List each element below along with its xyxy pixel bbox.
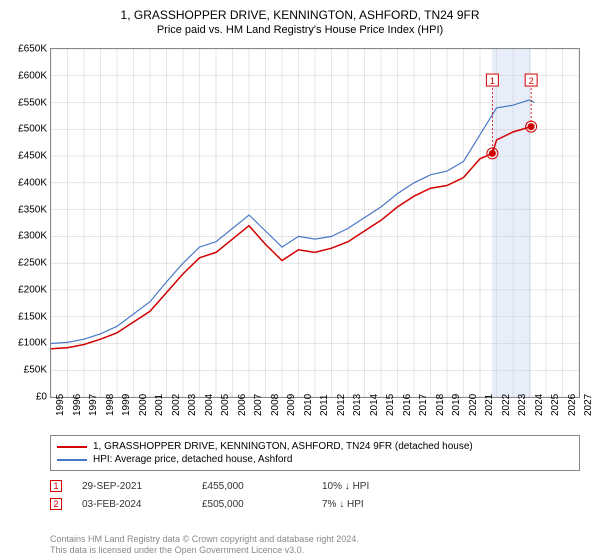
y-axis-label: £400K (3, 177, 47, 188)
svg-text:1: 1 (490, 76, 495, 86)
legend-swatch-1 (57, 446, 87, 448)
x-axis-label: 2014 (369, 394, 380, 416)
x-axis-label: 1995 (55, 394, 66, 416)
x-axis-label: 2006 (237, 394, 248, 416)
svg-text:2: 2 (529, 76, 534, 86)
x-axis-label: 1996 (72, 394, 83, 416)
plot: 12 £0£50K£100K£150K£200K£250K£300K£350K£… (50, 48, 580, 398)
sale-marker-1: 1 (50, 480, 62, 492)
x-axis-label: 2015 (385, 394, 396, 416)
legend-label-1: 1, GRASSHOPPER DRIVE, KENNINGTON, ASHFOR… (93, 441, 473, 452)
sale-delta-2: 7% ↓ HPI (322, 499, 442, 510)
x-axis-label: 2005 (220, 394, 231, 416)
y-axis-label: £0 (3, 392, 47, 403)
x-axis-label: 2020 (468, 394, 479, 416)
y-axis-label: £50K (3, 365, 47, 376)
x-axis-label: 2018 (435, 394, 446, 416)
sale-marker-2: 2 (50, 498, 62, 510)
x-axis-label: 2022 (501, 394, 512, 416)
x-axis-label: 2009 (286, 394, 297, 416)
x-axis-label: 1998 (105, 394, 116, 416)
footer-line-1: Contains HM Land Registry data © Crown c… (50, 534, 359, 545)
x-axis-label: 2024 (534, 394, 545, 416)
x-axis-label: 2027 (583, 394, 594, 416)
y-axis-label: £550K (3, 97, 47, 108)
chart-subtitle: Price paid vs. HM Land Registry's House … (0, 22, 600, 36)
legend: 1, GRASSHOPPER DRIVE, KENNINGTON, ASHFOR… (50, 435, 580, 471)
sales-table: 1 29-SEP-2021 £455,000 10% ↓ HPI 2 03-FE… (50, 477, 580, 513)
sale-price-2: £505,000 (202, 499, 322, 510)
chart-area: 12 £0£50K£100K£150K£200K£250K£300K£350K£… (50, 48, 580, 398)
x-axis-label: 2004 (204, 394, 215, 416)
sale-row-1: 1 29-SEP-2021 £455,000 10% ↓ HPI (50, 477, 580, 495)
y-axis-label: £450K (3, 151, 47, 162)
y-axis-label: £200K (3, 284, 47, 295)
footer-line-2: This data is licensed under the Open Gov… (50, 545, 359, 556)
plot-svg: 12 (51, 49, 579, 397)
x-axis-label: 2016 (402, 394, 413, 416)
x-axis-label: 2013 (352, 394, 363, 416)
x-axis-label: 2007 (253, 394, 264, 416)
y-axis-label: £300K (3, 231, 47, 242)
x-axis-label: 1997 (88, 394, 99, 416)
legend-item-1: 1, GRASSHOPPER DRIVE, KENNINGTON, ASHFOR… (57, 440, 573, 453)
x-axis-label: 2026 (567, 394, 578, 416)
x-axis-label: 2023 (517, 394, 528, 416)
legend-swatch-2 (57, 459, 87, 461)
x-axis-label: 2000 (138, 394, 149, 416)
x-axis-label: 2019 (451, 394, 462, 416)
chart-title: 1, GRASSHOPPER DRIVE, KENNINGTON, ASHFOR… (0, 0, 600, 22)
x-axis-label: 2021 (484, 394, 495, 416)
sale-row-2: 2 03-FEB-2024 £505,000 7% ↓ HPI (50, 495, 580, 513)
x-axis-label: 2003 (187, 394, 198, 416)
y-axis-label: £100K (3, 338, 47, 349)
legend-item-2: HPI: Average price, detached house, Ashf… (57, 453, 573, 466)
y-axis-label: £150K (3, 311, 47, 322)
x-axis-label: 2025 (550, 394, 561, 416)
y-axis-label: £500K (3, 124, 47, 135)
x-axis-label: 2017 (418, 394, 429, 416)
x-axis-label: 2010 (303, 394, 314, 416)
x-axis-label: 2001 (154, 394, 165, 416)
y-axis-label: £600K (3, 70, 47, 81)
x-axis-label: 2002 (171, 394, 182, 416)
y-axis-label: £650K (3, 44, 47, 55)
x-axis-label: 1999 (121, 394, 132, 416)
legend-label-2: HPI: Average price, detached house, Ashf… (93, 454, 292, 465)
sale-date-2: 03-FEB-2024 (82, 499, 202, 510)
x-axis-label: 2008 (270, 394, 281, 416)
sale-delta-1: 10% ↓ HPI (322, 481, 442, 492)
x-axis-label: 2012 (336, 394, 347, 416)
sale-price-1: £455,000 (202, 481, 322, 492)
x-axis-label: 2011 (319, 394, 330, 416)
footer: Contains HM Land Registry data © Crown c… (50, 534, 359, 556)
y-axis-label: £350K (3, 204, 47, 215)
sale-date-1: 29-SEP-2021 (82, 481, 202, 492)
y-axis-label: £250K (3, 258, 47, 269)
